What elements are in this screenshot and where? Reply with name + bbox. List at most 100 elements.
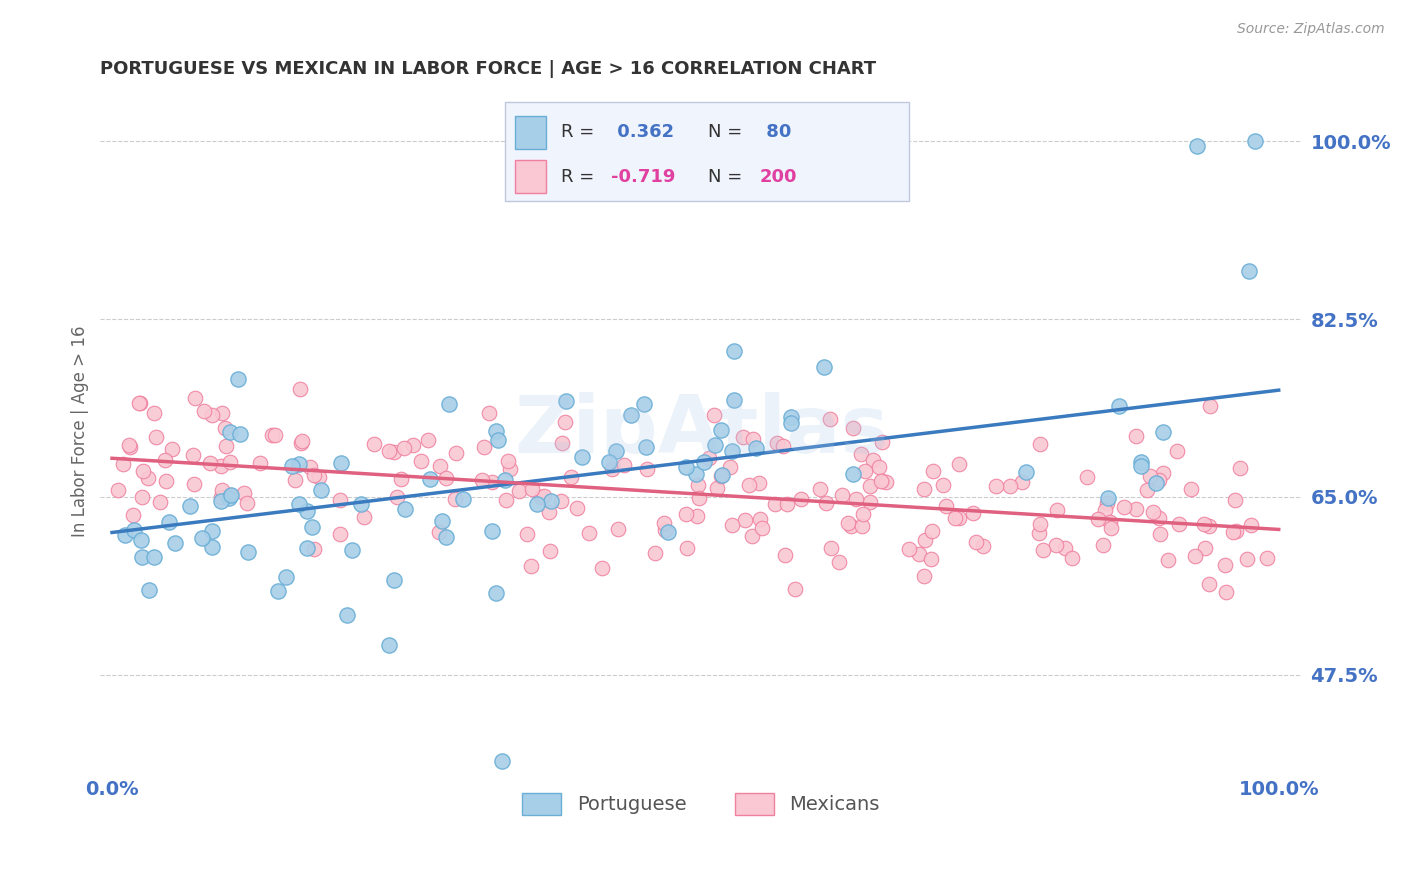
- Point: [875, 475, 897, 490]
- Point: [298, 459, 321, 474]
- Point: [481, 524, 503, 539]
- Point: [773, 548, 796, 562]
- Text: N =: N =: [709, 123, 748, 142]
- Point: [1087, 512, 1109, 526]
- Y-axis label: In Labor Force | Age > 16: In Labor Force | Age > 16: [72, 325, 89, 537]
- Point: [494, 473, 516, 487]
- Point: [1046, 503, 1069, 517]
- Point: [845, 492, 868, 507]
- Point: [1180, 483, 1202, 497]
- Point: [1095, 496, 1118, 510]
- Point: [862, 453, 884, 467]
- Point: [1091, 538, 1114, 552]
- Point: [718, 460, 741, 475]
- Point: [600, 461, 623, 475]
- Point: [378, 443, 401, 458]
- Point: [198, 457, 221, 471]
- Point: [1198, 576, 1220, 591]
- Point: [350, 497, 373, 511]
- Point: [184, 391, 207, 405]
- Point: [290, 436, 312, 450]
- Point: [633, 397, 655, 411]
- Point: [434, 471, 457, 485]
- Point: [1099, 515, 1122, 529]
- Point: [218, 491, 240, 505]
- Point: [555, 394, 578, 409]
- Point: [731, 430, 754, 444]
- Point: [550, 494, 572, 508]
- Point: [766, 435, 789, 450]
- Point: [776, 497, 799, 511]
- Point: [122, 508, 145, 522]
- Point: [1244, 134, 1267, 148]
- Point: [943, 511, 966, 525]
- Point: [551, 435, 574, 450]
- Point: [363, 436, 385, 450]
- Point: [451, 491, 474, 506]
- Point: [264, 427, 287, 442]
- Point: [644, 546, 666, 560]
- Point: [209, 493, 232, 508]
- Point: [308, 470, 330, 484]
- Legend: Portuguese, Mexicans: Portuguese, Mexicans: [515, 785, 887, 823]
- Point: [283, 473, 305, 487]
- Text: 200: 200: [761, 168, 797, 186]
- Point: [870, 435, 893, 450]
- Point: [236, 496, 259, 510]
- Point: [1225, 524, 1247, 538]
- Point: [703, 409, 725, 423]
- Point: [607, 522, 630, 536]
- Point: [703, 437, 725, 451]
- Point: [710, 423, 733, 437]
- Point: [302, 542, 325, 557]
- Point: [1157, 552, 1180, 566]
- Point: [526, 497, 548, 511]
- Point: [142, 549, 165, 564]
- Point: [276, 569, 298, 583]
- Point: [897, 541, 920, 556]
- Point: [179, 500, 201, 514]
- Point: [688, 491, 710, 506]
- Point: [209, 458, 232, 473]
- Point: [1011, 475, 1033, 490]
- Point: [437, 397, 460, 411]
- Point: [142, 406, 165, 420]
- Point: [1139, 469, 1161, 483]
- Point: [741, 529, 763, 543]
- Point: [1185, 139, 1208, 153]
- Point: [1229, 460, 1251, 475]
- Point: [118, 440, 141, 454]
- Point: [748, 512, 770, 526]
- Point: [921, 524, 943, 539]
- Point: [1239, 518, 1261, 533]
- Point: [444, 445, 467, 459]
- Point: [1125, 501, 1147, 516]
- Point: [697, 450, 720, 465]
- Point: [508, 483, 530, 498]
- Point: [780, 409, 803, 424]
- Point: [297, 504, 319, 518]
- Point: [785, 582, 807, 596]
- Point: [434, 530, 457, 544]
- Point: [342, 543, 364, 558]
- Point: [636, 461, 658, 475]
- Point: [392, 442, 415, 456]
- Point: [1147, 510, 1170, 524]
- Text: N =: N =: [709, 168, 748, 186]
- Point: [920, 552, 942, 566]
- Point: [520, 558, 543, 573]
- Point: [734, 513, 756, 527]
- Point: [118, 438, 141, 452]
- Point: [288, 457, 311, 471]
- Point: [571, 450, 593, 464]
- Point: [1028, 526, 1050, 541]
- Point: [1015, 465, 1038, 479]
- Point: [157, 515, 180, 529]
- Point: [763, 497, 786, 511]
- Point: [394, 502, 416, 516]
- Point: [721, 518, 744, 533]
- Point: [1215, 585, 1237, 599]
- Point: [1076, 470, 1098, 484]
- Point: [155, 475, 177, 489]
- Point: [538, 505, 561, 519]
